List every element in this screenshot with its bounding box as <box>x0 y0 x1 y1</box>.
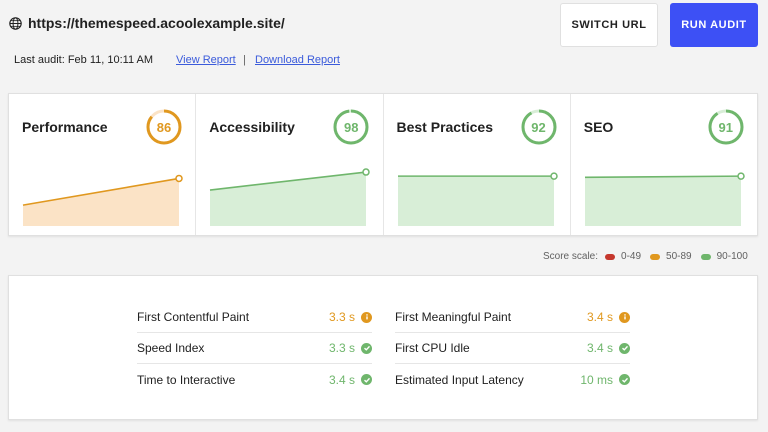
gauge-arc <box>146 109 182 145</box>
metric-row: First CPU Idle 3.4 s <box>395 333 630 364</box>
trend-chart <box>210 168 370 226</box>
trend-chart <box>22 174 183 226</box>
card-title: SEO <box>583 119 614 135</box>
switch-url-button[interactable]: SWITCH URL <box>560 3 658 47</box>
trend-point <box>175 174 183 183</box>
metric-label: Estimated Input Latency <box>395 372 524 387</box>
card-title: Best Practices <box>396 119 494 135</box>
legend-range-fail: 0-49 <box>621 251 642 262</box>
score-card-performance[interactable]: Performance 86 <box>9 94 197 235</box>
legend-label: Score scale: <box>543 251 599 262</box>
score-value: 92 <box>531 119 546 135</box>
legend-range-pass: 90-100 <box>716 251 748 262</box>
check-icon <box>361 374 372 385</box>
metrics-panel: First Contentful Paint 3.3 s Speed Index… <box>8 275 758 420</box>
metric-value: 10 ms <box>580 372 613 387</box>
trend-point <box>737 172 745 180</box>
view-report-link[interactable]: View Report <box>176 54 236 66</box>
legend-dot-fail <box>605 253 616 260</box>
legend-dot-average <box>650 253 661 260</box>
trend-area <box>397 176 554 226</box>
metric-value: 3.4 s <box>586 341 613 355</box>
trend-line <box>584 175 741 179</box>
card-title: Performance <box>22 119 108 135</box>
score-gauge <box>146 109 182 145</box>
score-card-accessibility[interactable]: Accessibility 98 <box>196 94 384 235</box>
globe-icon <box>9 17 22 30</box>
score-card-best-practices[interactable]: Best Practices 92 <box>384 94 571 235</box>
trend-chart <box>584 172 745 226</box>
score-scale-legend: Score scale: 0-49 50-89 90-100 <box>543 251 748 262</box>
metric-row: First Meaningful Paint 3.4 s <box>395 302 630 333</box>
metric-row: First Contentful Paint 3.3 s <box>137 302 372 333</box>
download-report-link[interactable]: Download Report <box>255 54 340 66</box>
gauge-arc <box>708 109 744 145</box>
metric-row: Speed Index 3.3 s <box>137 333 372 364</box>
last-audit-text: Last audit: Feb 11, 10:11 AM <box>14 54 154 66</box>
metric-label: Speed Index <box>137 341 205 355</box>
score-value: 91 <box>718 119 733 135</box>
metric-label: First Meaningful Paint <box>395 310 512 324</box>
score-gauge <box>333 109 369 145</box>
legend-dot-pass <box>700 253 711 260</box>
trend-area <box>210 172 367 226</box>
metric-value: 3.4 s <box>328 372 355 387</box>
metric-value: 3.4 s <box>586 310 613 324</box>
run-audit-button[interactable]: RUN AUDIT <box>670 3 758 47</box>
metric-value: 3.3 s <box>328 341 355 355</box>
info-icon <box>361 311 372 323</box>
trend-point <box>362 168 370 176</box>
metric-row: Estimated Input Latency 10 ms <box>395 364 630 395</box>
score-value: 86 <box>156 119 172 135</box>
gauge-arc <box>333 109 369 145</box>
trend-area <box>584 176 741 226</box>
score-gauge <box>708 109 744 145</box>
metric-label: First Contentful Paint <box>137 310 250 324</box>
score-gauge <box>521 109 556 145</box>
trend-point <box>549 172 558 180</box>
score-cards: Performance 86 Accessibility 98 Best Pra… <box>8 93 758 236</box>
trend-line <box>22 177 180 206</box>
check-icon <box>619 374 630 385</box>
metric-row: Time to Interactive 3.4 s <box>137 364 372 395</box>
check-icon <box>361 342 372 354</box>
info-icon <box>619 311 630 323</box>
link-separator: | <box>243 54 246 66</box>
site-url: https://themespeed.acoolexample.site/ <box>28 15 285 31</box>
legend-range-average: 50-89 <box>666 251 692 262</box>
score-value: 98 <box>344 119 359 135</box>
metric-label: First CPU Idle <box>395 341 470 355</box>
metric-value: 3.3 s <box>328 310 355 324</box>
trend-line <box>210 171 367 191</box>
card-title: Accessibility <box>209 119 295 135</box>
trend-area <box>23 178 179 226</box>
trend-chart <box>397 172 558 226</box>
check-icon <box>619 342 630 354</box>
metric-label: Time to Interactive <box>137 372 236 387</box>
score-card-seo[interactable]: SEO 91 <box>571 94 757 235</box>
gauge-arc <box>521 109 556 145</box>
